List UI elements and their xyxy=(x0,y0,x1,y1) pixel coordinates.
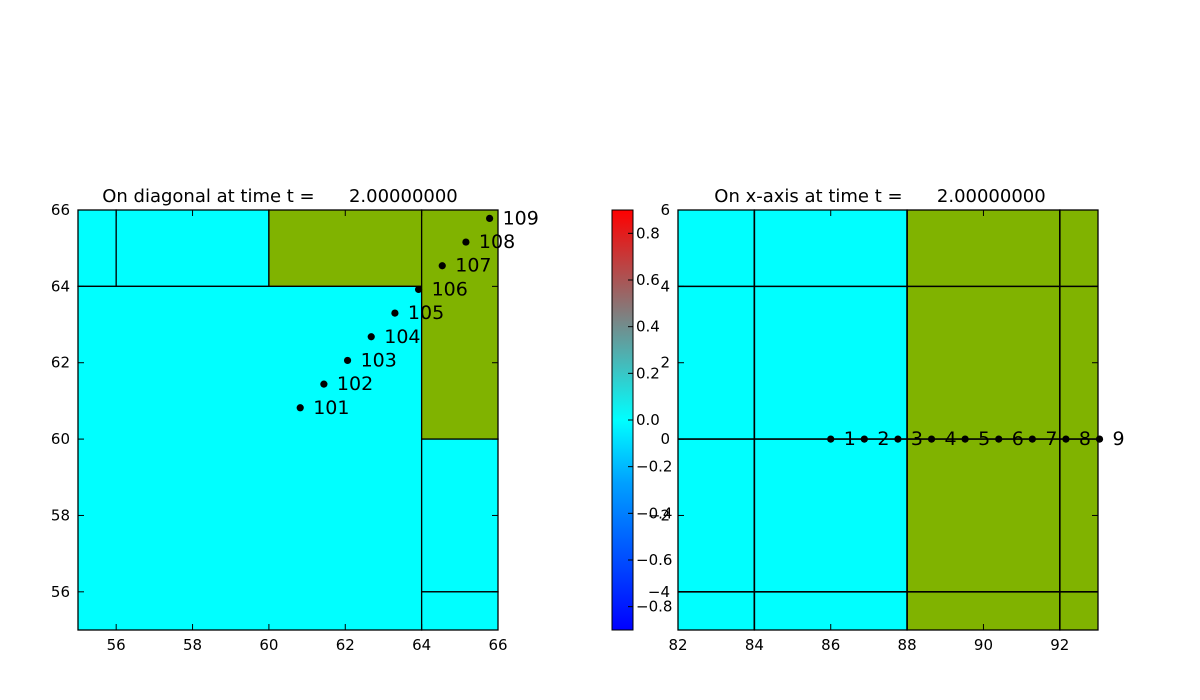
point-label: 109 xyxy=(503,207,539,229)
x-tick-label: 62 xyxy=(336,636,355,654)
x-axis-chart-frame xyxy=(677,209,1099,631)
colorbar-tick-label: 0.2 xyxy=(636,364,660,382)
diagonal-chart-ticks: 56 58 60 62 64 66 56 58 60 62 64 66 xyxy=(51,201,508,654)
point-label: 105 xyxy=(408,302,444,324)
point-label: 5 xyxy=(978,428,990,450)
x-tick-label: 66 xyxy=(488,636,507,654)
colorbar-tick-label: 0.4 xyxy=(636,318,660,336)
x-axis-chart-cells xyxy=(677,209,1099,631)
point-label: 6 xyxy=(1012,428,1024,450)
data-point xyxy=(296,404,304,412)
grid-cell xyxy=(77,209,117,288)
grid-cell xyxy=(906,209,1061,631)
x-tick-label: 84 xyxy=(745,636,764,654)
data-point xyxy=(320,380,328,388)
y-tick-label: −2 xyxy=(648,506,670,524)
x-tick-label: 88 xyxy=(898,636,917,654)
x-tick-label: 90 xyxy=(974,636,993,654)
point-label: 9 xyxy=(1113,428,1125,450)
colorbar-tick-label: −0.4 xyxy=(636,504,672,522)
point-label: 104 xyxy=(384,326,420,348)
x-tick-label: 92 xyxy=(1050,636,1069,654)
y-tick-label: 2 xyxy=(660,354,670,372)
point-label: 4 xyxy=(945,428,957,450)
data-point xyxy=(391,309,399,317)
point-label: 7 xyxy=(1045,428,1057,450)
point-label: 108 xyxy=(479,231,515,253)
grid-cell xyxy=(677,209,756,631)
point-label: 1 xyxy=(844,428,856,450)
y-tick-label: 62 xyxy=(51,354,70,372)
colorbar-tick-label: 0.8 xyxy=(636,224,660,242)
point-label: 102 xyxy=(337,373,373,395)
y-tick-label: 4 xyxy=(660,277,670,295)
diagonal-chart-cells xyxy=(77,209,499,631)
y-tick-label: 0 xyxy=(660,430,670,448)
data-point xyxy=(367,333,375,341)
data-point xyxy=(462,238,470,246)
x-tick-label: 82 xyxy=(668,636,687,654)
colorbar-tick-label: −0.8 xyxy=(636,598,672,616)
point-label: 103 xyxy=(361,349,397,371)
data-point xyxy=(1062,435,1070,443)
y-tick-label: 60 xyxy=(51,430,70,448)
x-axis-chart-grid-lines xyxy=(678,210,1098,630)
grid-cell xyxy=(420,591,499,631)
grid-cell xyxy=(753,209,908,631)
y-tick-label: 64 xyxy=(51,277,70,295)
point-label: 106 xyxy=(432,278,468,300)
grid-cell xyxy=(1059,209,1099,631)
data-point xyxy=(961,435,969,443)
grid-cell xyxy=(420,438,499,593)
x-axis-chart-title: On x-axis at time t = 2.00000000 xyxy=(714,186,1045,207)
diagonal-chart-title: On diagonal at time t = 2.00000000 xyxy=(102,186,458,207)
x-tick-label: 58 xyxy=(183,636,202,654)
point-label: 8 xyxy=(1079,428,1091,450)
data-point xyxy=(894,435,902,443)
diagonal-chart-frame xyxy=(77,209,499,631)
point-label: 107 xyxy=(455,255,491,277)
data-point xyxy=(995,435,1003,443)
grid-cell xyxy=(115,209,270,288)
point-label: 2 xyxy=(877,428,889,450)
y-tick-label: 58 xyxy=(51,506,70,524)
y-tick-label: −4 xyxy=(648,583,670,601)
data-point xyxy=(414,285,423,294)
data-point xyxy=(860,435,868,443)
y-tick-label: 66 xyxy=(51,201,70,219)
data-point xyxy=(1028,435,1036,443)
point-label: 101 xyxy=(313,397,349,419)
data-point xyxy=(827,435,835,443)
data-point xyxy=(486,214,494,222)
x-tick-label: 60 xyxy=(259,636,278,654)
data-point xyxy=(343,356,352,365)
colorbar: 0.8 0.6 0.4 0.2 0.0 −0.2 −0.4 −0.6 −0.8 xyxy=(611,209,672,631)
data-point xyxy=(927,435,936,443)
y-tick-label: 56 xyxy=(51,583,70,601)
point-label: 3 xyxy=(911,428,923,450)
x-tick-label: 86 xyxy=(821,636,840,654)
colorbar-tick-label: −0.6 xyxy=(636,551,672,569)
grid-cell xyxy=(420,209,499,440)
colorbar-tick-label: 0.0 xyxy=(636,411,660,429)
data-point xyxy=(438,262,446,270)
grid-cell xyxy=(77,285,423,631)
x-tick-label: 64 xyxy=(412,636,431,654)
grid-cell xyxy=(268,209,423,288)
y-tick-label: 6 xyxy=(660,201,670,219)
x-tick-label: 56 xyxy=(107,636,126,654)
colorbar-ticks: 0.8 0.6 0.4 0.2 0.0 −0.2 −0.4 −0.6 −0.8 xyxy=(628,224,672,616)
colorbar-tick-label: 0.6 xyxy=(636,271,660,289)
colorbar-tick-label: −0.2 xyxy=(636,458,672,476)
